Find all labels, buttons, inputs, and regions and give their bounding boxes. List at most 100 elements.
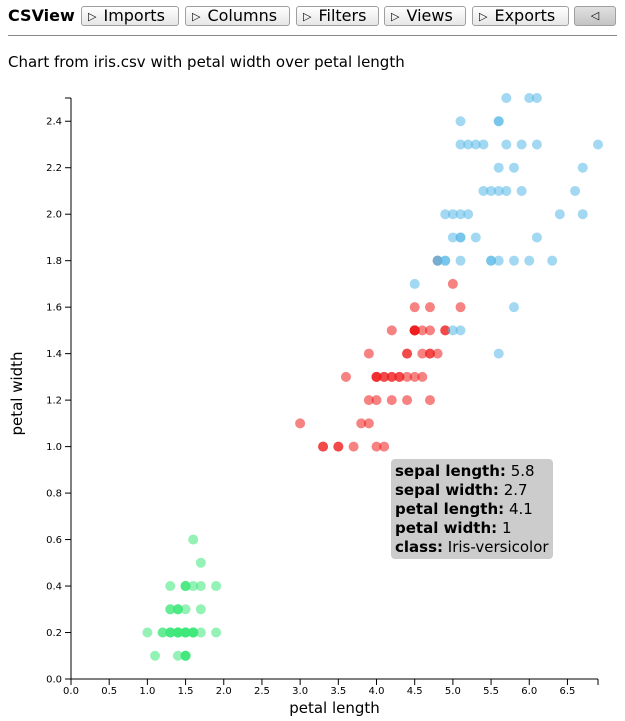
data-point-iris-virginica[interactable] xyxy=(455,116,466,127)
data-point-iris-versicolor[interactable] xyxy=(295,418,306,429)
data-point-iris-versicolor[interactable] xyxy=(424,395,435,406)
data-point-iris-versicolor[interactable] xyxy=(402,371,413,382)
data-point-iris-versicolor[interactable] xyxy=(440,325,451,336)
data-point-iris-virginica[interactable] xyxy=(440,209,451,220)
data-point-iris-versicolor[interactable] xyxy=(417,348,428,359)
data-point-iris-virginica[interactable] xyxy=(577,162,588,173)
data-point-iris-virginica[interactable] xyxy=(501,139,512,150)
data-point-iris-virginica[interactable] xyxy=(470,232,481,243)
data-point-iris-versicolor[interactable] xyxy=(318,441,329,452)
data-point-iris-virginica[interactable] xyxy=(531,93,542,103)
data-point-iris-virginica[interactable] xyxy=(593,139,603,150)
data-point-iris-virginica[interactable] xyxy=(570,185,581,196)
data-point-iris-versicolor[interactable] xyxy=(333,441,344,452)
data-point-iris-versicolor[interactable] xyxy=(386,395,397,406)
data-point-iris-virginica[interactable] xyxy=(547,255,558,266)
data-point-iris-versicolor[interactable] xyxy=(356,418,367,429)
data-point-iris-virginica[interactable] xyxy=(508,162,519,173)
data-point-iris-virginica[interactable] xyxy=(554,209,565,220)
data-point-iris-virginica[interactable] xyxy=(531,232,542,243)
data-point-iris-setosa[interactable] xyxy=(142,627,153,638)
data-point-iris-virginica[interactable] xyxy=(478,139,489,150)
data-point-iris-versicolor[interactable] xyxy=(340,371,351,382)
data-point-iris-virginica[interactable] xyxy=(501,93,512,103)
views-menu-button[interactable]: ▷ Views xyxy=(384,6,466,26)
data-point-iris-setosa[interactable] xyxy=(195,581,206,592)
data-point-iris-versicolor[interactable] xyxy=(363,418,374,429)
data-point-iris-setosa[interactable] xyxy=(165,604,176,615)
data-point-iris-setosa[interactable] xyxy=(188,534,199,545)
data-point-iris-versicolor[interactable] xyxy=(424,302,435,313)
data-point-iris-virginica[interactable] xyxy=(447,325,458,336)
data-point-iris-versicolor[interactable] xyxy=(424,325,435,336)
data-point-iris-versicolor[interactable] xyxy=(455,302,466,313)
data-point-iris-versicolor[interactable] xyxy=(417,325,428,336)
data-point-iris-setosa[interactable] xyxy=(211,627,222,638)
data-point-iris-setosa[interactable] xyxy=(180,650,191,661)
data-point-iris-setosa[interactable] xyxy=(188,581,199,592)
data-point-iris-virginica[interactable] xyxy=(478,185,489,196)
data-point-iris-virginica[interactable] xyxy=(493,255,504,266)
data-point-iris-versicolor[interactable] xyxy=(409,325,420,336)
data-point-iris-virginica[interactable] xyxy=(455,325,466,336)
data-point-iris-versicolor[interactable] xyxy=(432,348,443,359)
data-point-iris-versicolor[interactable] xyxy=(379,441,390,452)
data-point-iris-virginica[interactable] xyxy=(455,255,466,266)
columns-menu-button[interactable]: ▷ Columns xyxy=(185,6,290,26)
data-point-iris-virginica[interactable] xyxy=(432,255,443,266)
data-point-iris-versicolor[interactable] xyxy=(409,302,420,313)
data-point-iris-versicolor[interactable] xyxy=(363,395,374,406)
data-point-iris-versicolor[interactable] xyxy=(409,371,420,382)
data-point-iris-virginica[interactable] xyxy=(463,139,474,150)
imports-menu-button[interactable]: ▷ Imports xyxy=(81,6,179,26)
data-point-iris-setosa[interactable] xyxy=(188,627,199,638)
data-point-iris-virginica[interactable] xyxy=(501,185,512,196)
data-point-iris-versicolor[interactable] xyxy=(417,371,428,382)
data-point-iris-setosa[interactable] xyxy=(172,650,183,661)
data-point-iris-setosa[interactable] xyxy=(180,581,191,592)
data-point-iris-setosa[interactable] xyxy=(172,604,183,615)
data-point-iris-setosa[interactable] xyxy=(195,627,206,638)
data-point-iris-versicolor[interactable] xyxy=(386,371,397,382)
data-point-iris-versicolor[interactable] xyxy=(379,371,390,382)
data-point-iris-virginica[interactable] xyxy=(447,232,458,243)
data-point-iris-virginica[interactable] xyxy=(524,93,535,103)
filters-menu-button[interactable]: ▷ Filters xyxy=(296,6,379,26)
data-point-iris-virginica[interactable] xyxy=(516,185,527,196)
data-point-iris-versicolor[interactable] xyxy=(363,348,374,359)
data-point-iris-setosa[interactable] xyxy=(195,557,206,568)
data-point-iris-versicolor[interactable] xyxy=(447,278,458,289)
data-point-iris-virginica[interactable] xyxy=(516,139,527,150)
collapse-toolbar-button[interactable]: ◁ xyxy=(574,6,616,26)
data-point-iris-setosa[interactable] xyxy=(150,650,161,661)
data-point-iris-versicolor[interactable] xyxy=(424,348,435,359)
data-point-iris-setosa[interactable] xyxy=(165,581,176,592)
data-point-iris-setosa[interactable] xyxy=(195,604,206,615)
data-point-iris-virginica[interactable] xyxy=(493,348,504,359)
data-point-iris-virginica[interactable] xyxy=(447,209,458,220)
data-point-iris-virginica[interactable] xyxy=(486,255,497,266)
data-point-iris-setosa[interactable] xyxy=(172,627,183,638)
data-point-iris-virginica[interactable] xyxy=(508,255,519,266)
data-point-iris-versicolor[interactable] xyxy=(348,441,359,452)
data-point-iris-setosa[interactable] xyxy=(165,627,176,638)
data-point-iris-setosa[interactable] xyxy=(211,581,222,592)
data-point-iris-virginica[interactable] xyxy=(531,139,542,150)
data-point-iris-virginica[interactable] xyxy=(455,139,466,150)
data-point-iris-virginica[interactable] xyxy=(577,209,588,220)
data-point-iris-versicolor[interactable] xyxy=(394,371,405,382)
data-point-iris-versicolor[interactable] xyxy=(371,395,382,406)
data-point-iris-virginica[interactable] xyxy=(409,278,420,289)
data-point-iris-virginica[interactable] xyxy=(508,302,519,313)
data-point-iris-versicolor[interactable] xyxy=(371,371,382,382)
data-point-iris-versicolor[interactable] xyxy=(402,348,413,359)
data-point-iris-versicolor[interactable] xyxy=(371,441,382,452)
data-point-iris-setosa[interactable] xyxy=(180,627,191,638)
data-point-iris-virginica[interactable] xyxy=(455,232,466,243)
data-point-iris-versicolor[interactable] xyxy=(386,325,397,336)
data-point-iris-virginica[interactable] xyxy=(470,139,481,150)
data-point-iris-virginica[interactable] xyxy=(493,116,504,127)
data-point-iris-virginica[interactable] xyxy=(486,185,497,196)
data-point-iris-virginica[interactable] xyxy=(455,209,466,220)
data-point-iris-virginica[interactable] xyxy=(493,162,504,173)
